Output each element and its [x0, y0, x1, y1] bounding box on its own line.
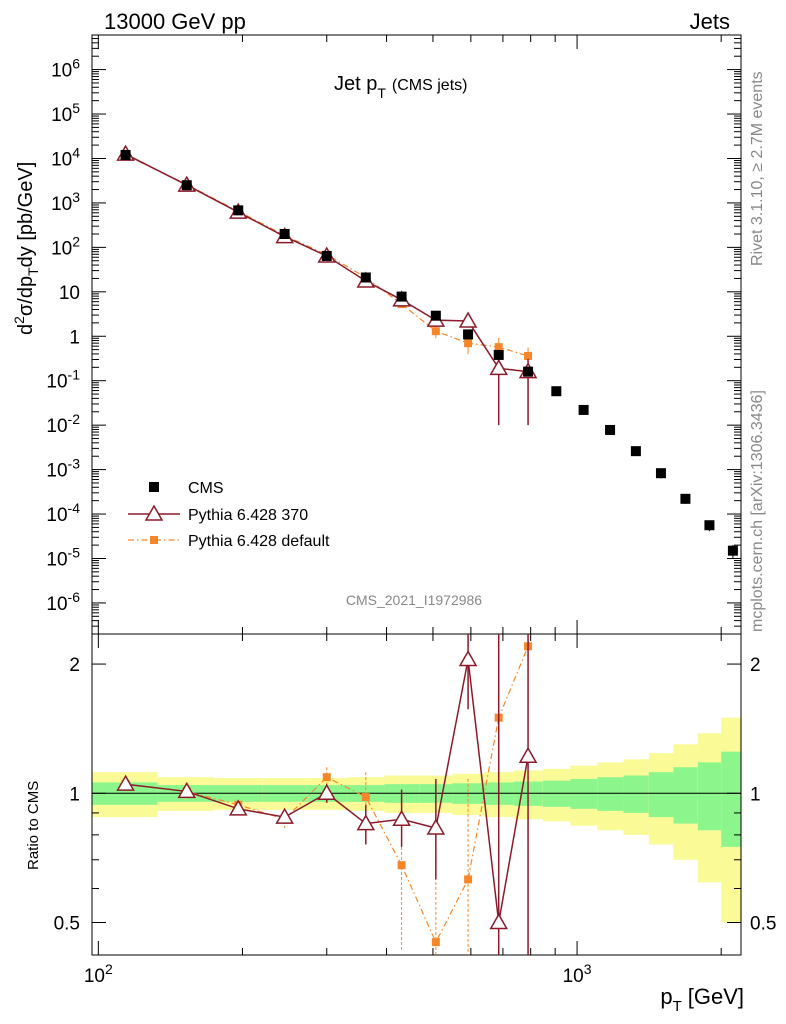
legend: CMS Pythia 6.428 370 Pythia 6.428 default: [128, 480, 330, 550]
ratio-pythia-370-point: [228, 799, 248, 816]
band-inner-bin: [648, 772, 674, 818]
main-y-tick-label: 1: [69, 327, 80, 348]
ratio-y-tick-label-right: 2: [750, 655, 761, 676]
band-inner-bin: [570, 778, 598, 809]
cms-point: [463, 329, 474, 340]
beam-label: 13000 GeV pp: [104, 9, 246, 34]
cms-point: [551, 386, 562, 397]
main-y-axis-label: d2σ/dpTdy [pb/GeV]: [11, 162, 41, 335]
main-y-tick-label: 10-3: [46, 456, 80, 482]
cms-point: [181, 180, 192, 191]
cms-point: [727, 545, 738, 556]
main-y-tick-label: 10: [59, 283, 80, 304]
ratio-pythia-370-point: [458, 649, 478, 667]
ratio-y-tick-label-left: 0.5: [54, 913, 80, 934]
main-y-tick-label: 10-6: [46, 589, 80, 615]
cms-point: [321, 250, 332, 261]
cms-point: [704, 520, 715, 531]
ratio-pythia-370-point: [489, 912, 509, 930]
main-y-tick-label: 10-1: [46, 367, 80, 393]
ratio-y-tick-label-right: 1: [750, 784, 761, 805]
cms-point: [655, 468, 666, 479]
ratio-pythia-default-point: [322, 773, 331, 782]
ratio-y-tick-label-left: 1: [69, 784, 80, 805]
axis-ticks: [92, 34, 741, 955]
ratio-pythia-370-point: [426, 818, 446, 835]
tick-labels: 10610510410310210110-110-210-310-410-510…: [46, 56, 776, 987]
data-series: [116, 144, 738, 955]
cms-point: [680, 493, 691, 504]
pythia-370-point: [489, 358, 509, 376]
cms-point: [605, 424, 616, 435]
analysis-id: CMS_2021_I1972986: [346, 592, 482, 608]
ratio-pythia-370-point: [317, 783, 337, 801]
main-y-tick-label: 10-4: [46, 500, 80, 526]
cms-point: [630, 446, 641, 457]
ratio-pythia-default-point: [397, 861, 406, 870]
ratio-pythia-default-point: [431, 938, 440, 947]
main-y-tick-label: 103: [51, 189, 80, 215]
cms-point: [279, 228, 290, 239]
category-label: Jets: [690, 9, 730, 34]
cms-point: [120, 149, 131, 160]
x-axis-label: pT [GeV]: [660, 984, 744, 1015]
ratio-pythia-370-point: [518, 746, 538, 763]
band-inner-bin: [597, 777, 624, 811]
plot-frames: [91, 34, 742, 956]
legend-cms-marker: [149, 482, 159, 492]
band-inner-bin: [623, 775, 649, 813]
cms-point: [360, 272, 371, 283]
main-y-tick-label: 10-5: [46, 544, 80, 570]
legend-label: Pythia 6.428 370: [188, 507, 308, 524]
pythia-default-point: [464, 339, 473, 348]
pythia-default-point: [494, 343, 503, 352]
cms-point: [396, 291, 407, 302]
ratio-pythia-default-point: [361, 793, 370, 802]
cms-point: [578, 404, 589, 415]
main-y-tick-label: 105: [51, 100, 80, 126]
main-y-tick-label: 106: [51, 56, 80, 82]
x-tick-label: 103: [563, 961, 592, 987]
rivet-version-label: Rivet 3.1.10, ≥ 2.7M events: [749, 71, 766, 266]
x-tick-label: 102: [84, 961, 113, 987]
cms-point: [233, 205, 244, 216]
ratio-y-axis-label: Ratio to CMS: [25, 781, 42, 870]
main-y-tick-label: 104: [51, 144, 80, 170]
legend-label: Pythia 6.428 default: [188, 533, 330, 550]
pythia-370-point: [458, 311, 478, 328]
legend-label: CMS: [188, 480, 224, 497]
band-inner-bin: [721, 751, 741, 847]
plot-title: Jet pT (CMS jets): [334, 73, 467, 101]
ratio-uncertainty-band: [92, 717, 741, 923]
ratio-y-tick-label-right: 0.5: [750, 913, 776, 934]
ratio-pythia-370-point: [392, 809, 411, 826]
ratio-pythia-370-point: [275, 807, 294, 824]
pythia-default-point: [431, 327, 440, 336]
main-y-tick-label: 10-2: [46, 411, 80, 437]
ratio-pythia-370-point: [177, 781, 197, 799]
legend-pythia-default-marker: [150, 536, 158, 544]
band-inner-bin: [673, 767, 698, 824]
cms-point: [523, 366, 534, 377]
pythia-default-point: [524, 351, 533, 360]
cms-point: [430, 310, 441, 321]
ratio-plot-frame: [91, 633, 742, 956]
ratio-pythia-370-point: [116, 774, 135, 791]
ratio-pythia-370-point: [356, 814, 376, 831]
band-inner-bin: [697, 762, 722, 831]
ratio-y-tick-label-left: 2: [69, 655, 80, 676]
ratio-pythia-default-point: [464, 875, 473, 884]
main-y-tick-label: 102: [51, 233, 80, 259]
mcplots-label: mcplots.cern.ch [arXiv:1306.3436]: [749, 390, 766, 632]
legend-pythia-370-marker: [144, 504, 164, 521]
cms-point: [493, 349, 504, 360]
